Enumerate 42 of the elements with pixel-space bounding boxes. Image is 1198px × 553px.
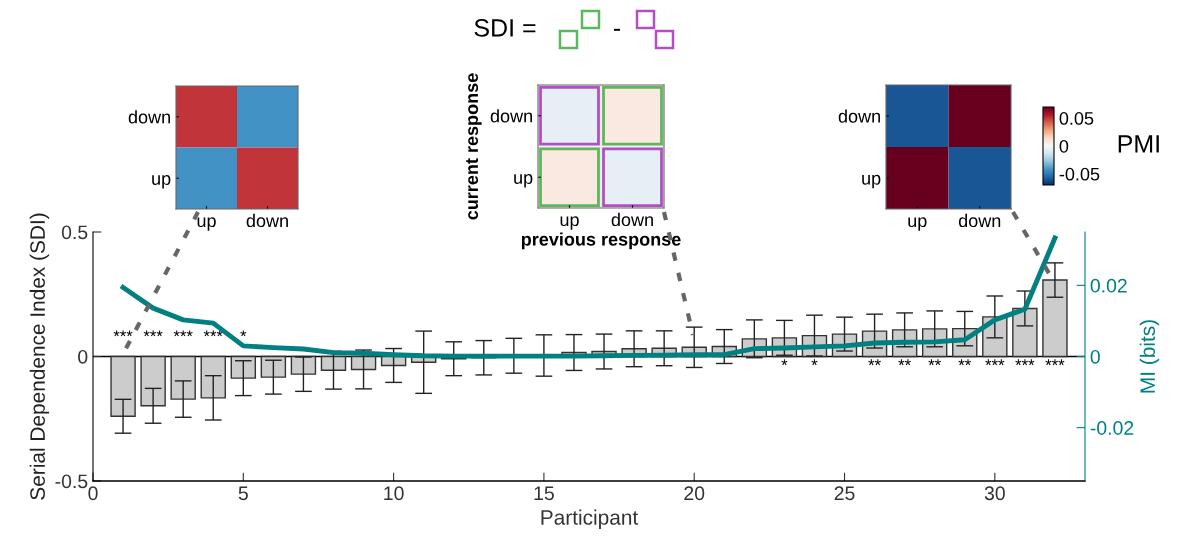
data-label: *** <box>203 330 223 337</box>
x-tick-label: 20 <box>684 486 705 501</box>
text: up <box>514 174 533 188</box>
data-label: *** <box>1015 359 1035 366</box>
text: current response <box>466 73 482 220</box>
data-label: *** <box>985 359 1005 366</box>
text: up <box>152 175 171 189</box>
data-label: *** <box>1045 359 1065 366</box>
y-tick-label: 0 <box>78 349 88 364</box>
data-label: * <box>781 359 788 366</box>
y-axis-title: Serial Dependence Index (SDI) <box>29 213 50 500</box>
y-tick-label: 0.5 <box>61 225 88 240</box>
y2-axis-title: MI (bits) <box>1139 320 1160 393</box>
data-label: ** <box>958 359 971 366</box>
text: down <box>128 110 170 124</box>
x-tick-label: 5 <box>238 486 248 501</box>
y2-tick-label: 0 <box>1090 349 1100 364</box>
data-label: * <box>811 359 818 366</box>
color-bar-label: 0 <box>1059 139 1069 153</box>
x-tick-label: 25 <box>834 486 855 501</box>
data-label: ** <box>868 359 881 366</box>
data-label: ** <box>928 359 941 366</box>
color-bar-label: -0.05 <box>1059 167 1100 181</box>
y-tick-label: -0.5 <box>55 474 88 489</box>
x-tick-label: 30 <box>984 486 1005 501</box>
y2-tick-label: 0.02 <box>1090 278 1127 293</box>
x-tick-label: 15 <box>534 486 554 501</box>
data-label: * <box>240 330 247 337</box>
x-axis-title: Participant <box>541 509 639 529</box>
x-tick-label: 10 <box>384 486 404 501</box>
text: previous response <box>521 232 681 250</box>
x-tick-label: 0 <box>88 486 98 501</box>
text: SDI = <box>474 19 536 37</box>
data-label: ** <box>898 359 911 366</box>
text: - <box>613 28 621 31</box>
data-label: *** <box>143 330 163 337</box>
data-label: *** <box>113 330 133 337</box>
y2-tick-label: -0.02 <box>1090 421 1134 435</box>
color-bar-title: PMI <box>1118 135 1159 153</box>
color-bar-label: 0.05 <box>1059 112 1094 125</box>
data-label: *** <box>173 330 193 337</box>
text: down <box>490 109 532 123</box>
